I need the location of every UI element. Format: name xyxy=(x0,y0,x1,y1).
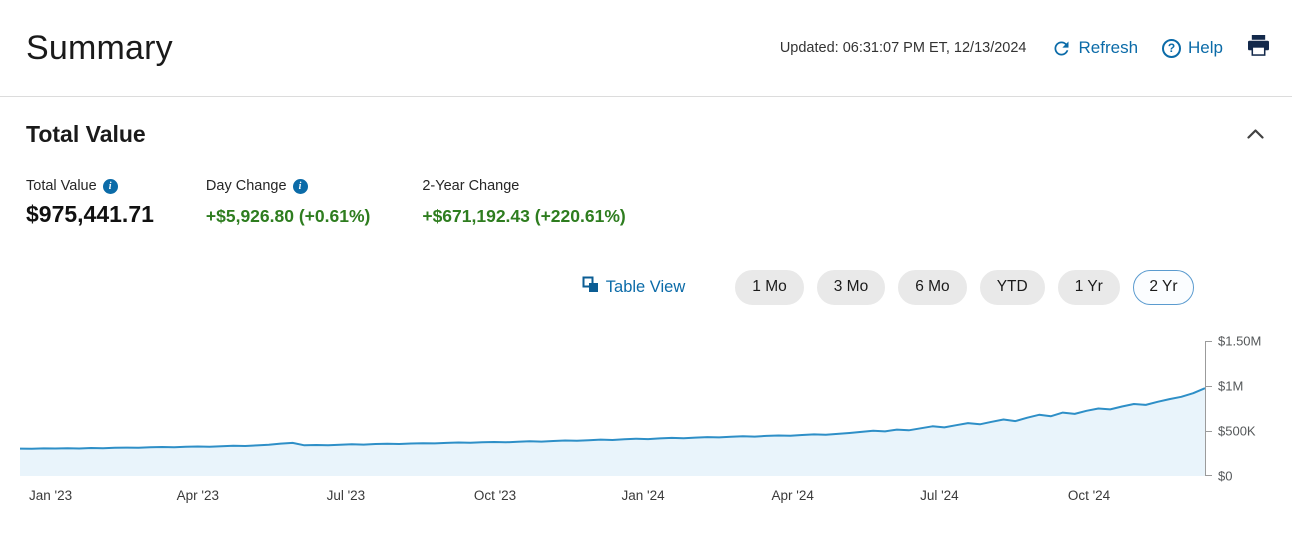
updated-timestamp: Updated: 06:31:07 PM ET, 12/13/2024 xyxy=(779,40,1027,56)
print-button[interactable] xyxy=(1247,35,1270,61)
y-axis-tick xyxy=(1206,474,1212,476)
refresh-icon xyxy=(1051,38,1072,59)
collapse-section-button[interactable] xyxy=(1245,122,1266,148)
stat-total-value: Total Value i $975,441.71 xyxy=(26,178,154,228)
printer-icon xyxy=(1247,35,1270,61)
range-pill-2yr[interactable]: 2 Yr xyxy=(1132,270,1194,305)
page-header: Summary Updated: 06:31:07 PM ET, 12/13/2… xyxy=(0,0,1292,97)
help-button[interactable]: ? Help xyxy=(1162,38,1223,58)
chart-area-fill xyxy=(20,387,1205,476)
x-axis-label: Jul '23 xyxy=(326,487,366,503)
y-axis-tick xyxy=(1206,385,1212,387)
chevron-up-icon xyxy=(1247,126,1264,144)
y-axis: $0 $500K $1M $1.50M xyxy=(1205,333,1291,483)
table-view-icon xyxy=(582,276,599,298)
y-axis-tick xyxy=(1206,340,1212,342)
refresh-label: Refresh xyxy=(1078,38,1139,57)
x-axis-label: Apr '24 xyxy=(771,487,814,503)
x-axis-label: Oct '24 xyxy=(1067,487,1111,503)
total-value-section: Total Value Total Value i $975,441.71 Da… xyxy=(0,97,1292,305)
section-title: Total Value xyxy=(26,121,146,147)
stat-2year-change-amount: +$671,192.43 (+220.61%) xyxy=(422,206,626,226)
chart-plot-area[interactable] xyxy=(19,341,1206,476)
stat-day-change: Day Change i +$5,926.80 (+0.61%) xyxy=(206,178,370,227)
table-view-button[interactable]: Table View xyxy=(582,276,686,298)
range-pill-ytd[interactable]: YTD xyxy=(979,270,1045,305)
stat-2year-change: 2-Year Change +$671,192.43 (+220.61%) xyxy=(422,178,625,227)
y-axis-label: $0 xyxy=(1218,468,1233,484)
stat-day-change-amount: +$5,926.80 (+0.61%) xyxy=(205,206,371,226)
y-axis-label: $500K xyxy=(1218,423,1256,439)
x-axis-label: Jan '23 xyxy=(29,487,73,503)
total-value-chart: $0 $500K $1M $1.50M Jan '23 Apr '23 Jul '23 Oc… xyxy=(0,333,1292,516)
header-actions: Updated: 06:31:07 PM ET, 12/13/2024 Refr… xyxy=(780,35,1270,61)
x-axis-label: Oct '23 xyxy=(473,487,517,503)
info-icon[interactable]: i xyxy=(292,178,308,194)
stat-day-change-label: Day Change xyxy=(205,178,287,194)
stats-row: Total Value i $975,441.71 Day Change i +… xyxy=(26,178,1266,228)
info-icon[interactable]: i xyxy=(102,178,118,194)
stat-2year-change-label: 2-Year Change xyxy=(422,178,520,194)
range-pill-6mo[interactable]: 6 Mo xyxy=(898,270,967,305)
range-pill-3mo[interactable]: 3 Mo xyxy=(816,270,886,305)
x-axis-label: Jul '24 xyxy=(920,487,959,503)
help-icon: ? xyxy=(1162,38,1182,58)
refresh-button[interactable]: Refresh xyxy=(1051,38,1139,59)
y-axis-label: $1.50M xyxy=(1218,333,1262,349)
chart-controls: Table View 1 Mo 3 Mo 6 Mo YTD 1 Yr 2 Yr xyxy=(26,270,1194,305)
y-axis-label: $1M xyxy=(1218,378,1244,394)
stat-total-value-label: Total Value xyxy=(26,178,97,194)
x-axis-label: Jan '24 xyxy=(621,487,665,503)
chart-line xyxy=(19,386,1206,450)
range-pill-1yr[interactable]: 1 Yr xyxy=(1057,270,1120,305)
table-view-label: Table View xyxy=(605,277,686,296)
x-axis-label: Apr '23 xyxy=(176,487,219,503)
range-pill-1mo[interactable]: 1 Mo xyxy=(735,270,804,305)
time-range-group: 1 Mo 3 Mo 6 Mo YTD 1 Yr 2 Yr xyxy=(735,270,1194,305)
y-axis-tick xyxy=(1206,430,1212,432)
help-label: Help xyxy=(1188,38,1223,57)
x-axis: Jan '23 Apr '23 Jul '23 Oct '23 Jan '24 Apr '… xyxy=(20,488,1205,506)
page-title: Summary xyxy=(26,28,173,67)
stat-total-value-amount: $975,441.71 xyxy=(26,201,154,227)
